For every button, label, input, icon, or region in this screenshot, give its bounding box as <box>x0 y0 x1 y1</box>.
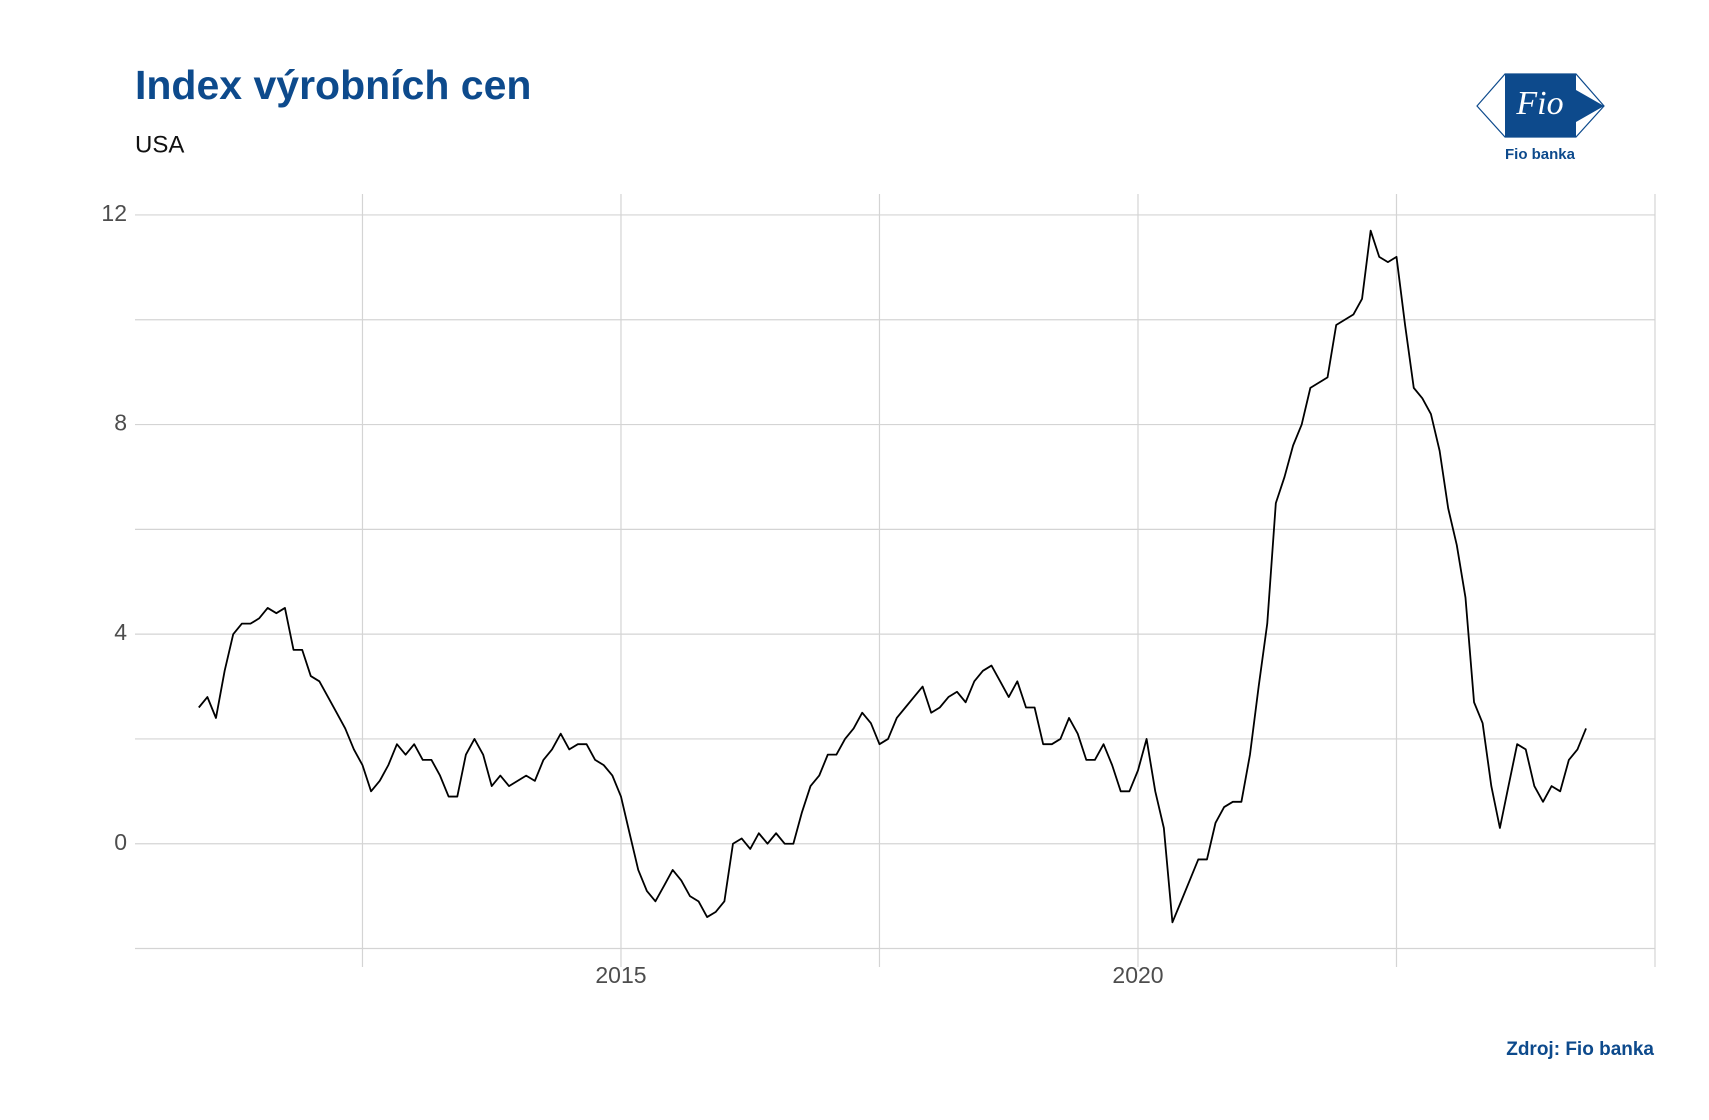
logo-name: Fio banka <box>1505 146 1576 163</box>
source: Zdroj: Fio banka <box>1506 1039 1654 1060</box>
chart-title: Index výrobních cen <box>135 62 531 108</box>
y-tick-label: 12 <box>101 200 127 226</box>
x-tick-label: 2015 <box>595 962 646 988</box>
y-tick-label: 4 <box>114 619 127 645</box>
logo-arrow <box>1576 90 1604 122</box>
x-tick-label: 2020 <box>1112 962 1163 988</box>
logo-flag <box>1505 74 1576 137</box>
logo-mark: Fio <box>1515 85 1563 122</box>
logo: Fio Fio banka <box>1476 73 1605 163</box>
data-line <box>198 229 1587 924</box>
y-tick-label: 8 <box>114 410 127 436</box>
y-tick-label: 0 <box>114 829 127 855</box>
chart-subtitle: USA <box>135 131 184 158</box>
